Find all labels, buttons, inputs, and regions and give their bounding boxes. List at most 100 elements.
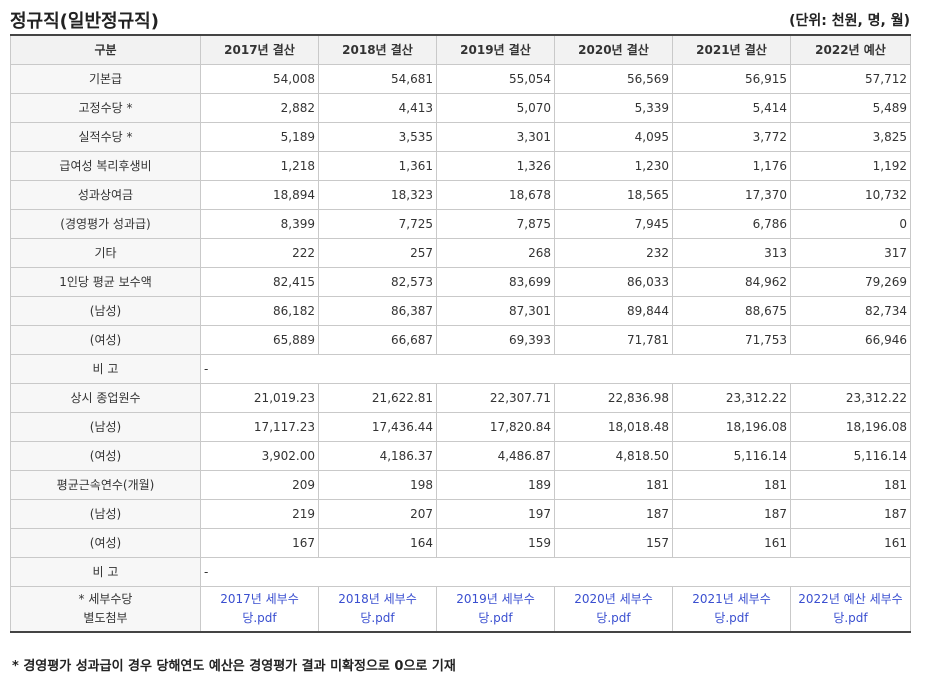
table-cell: 69,393 <box>436 324 555 355</box>
table-cell: 18,565 <box>554 179 673 210</box>
table-cell: 167 <box>200 527 319 558</box>
attachment-link[interactable]: 2022년 예산 세부수당.pdf <box>798 591 903 625</box>
table-cell: 87,301 <box>436 295 555 326</box>
attachment-cell: 2017년 세부수당.pdf <box>200 585 319 633</box>
table-cell: 7,725 <box>318 208 437 239</box>
table-cell: 17,436.44 <box>318 411 437 442</box>
table-cell: 65,889 <box>200 324 319 355</box>
attachment-cell: 2018년 세부수당.pdf <box>318 585 437 633</box>
attachments-label-line2: 별도첨부 <box>83 610 128 625</box>
attachment-cell: 2020년 세부수당.pdf <box>554 585 673 633</box>
salary-table: 구분 2017년 결산 2018년 결산 2019년 결산 2020년 결산 2… <box>10 34 911 633</box>
attachment-link[interactable]: 2018년 세부수당.pdf <box>338 591 417 625</box>
table-row: 기본급 54,008 54,681 55,054 56,569 56,915 57,712 <box>10 63 911 94</box>
column-header: 2020년 결산 <box>554 34 673 65</box>
row-label: (남성) <box>10 411 201 442</box>
attachments-label-line1: * 세부수당 <box>78 591 133 606</box>
table-cell: 198 <box>318 469 437 500</box>
table-cell: 181 <box>554 469 673 500</box>
row-label: 성과상여금 <box>10 179 201 210</box>
attachment-link[interactable]: 2020년 세부수당.pdf <box>574 591 653 625</box>
row-label: 평균근속연수(개월) <box>10 469 201 500</box>
row-label: 상시 종업원수 <box>10 382 201 413</box>
attachment-link[interactable]: 2017년 세부수당.pdf <box>220 591 299 625</box>
table-cell: 209 <box>200 469 319 500</box>
attachment-link[interactable]: 2021년 세부수당.pdf <box>692 591 771 625</box>
table-row: 실적수당 * 5,189 3,535 3,301 4,095 3,772 3,825 <box>10 121 911 152</box>
table-row: 고정수당 * 2,882 4,413 5,070 5,339 5,414 5,489 <box>10 92 911 123</box>
column-header: 구분 <box>10 34 201 65</box>
table-cell: 157 <box>554 527 673 558</box>
table-cell: 4,486.87 <box>436 440 555 471</box>
table-cell: 1,176 <box>672 150 791 181</box>
table-cell: 257 <box>318 237 437 268</box>
table-cell: 5,339 <box>554 92 673 123</box>
row-label: (여성) <box>10 440 201 471</box>
attachment-cell: 2022년 예산 세부수당.pdf <box>790 585 911 633</box>
row-label: 1인당 평균 보수액 <box>10 266 201 297</box>
row-label: 기본급 <box>10 63 201 94</box>
remark-row: 비 고- <box>10 556 911 587</box>
table-cell: 22,307.71 <box>436 382 555 413</box>
row-label: (경영평가 성과급) <box>10 208 201 239</box>
table-row: 기타 222 257 268 232 313 317 <box>10 237 911 268</box>
table-cell: 159 <box>436 527 555 558</box>
table-cell: 3,301 <box>436 121 555 152</box>
table-cell: 1,230 <box>554 150 673 181</box>
table-cell: 17,820.84 <box>436 411 555 442</box>
table-cell: 7,945 <box>554 208 673 239</box>
attachment-cell: 2019년 세부수당.pdf <box>436 585 555 633</box>
table-cell: 7,875 <box>436 208 555 239</box>
attachment-link[interactable]: 2019년 세부수당.pdf <box>456 591 535 625</box>
table-cell: 86,033 <box>554 266 673 297</box>
table-row: (여성) 3,902.00 4,186.37 4,486.87 4,818.50 5,11… <box>10 440 911 471</box>
remark-label: 비 고 <box>10 353 201 384</box>
table-cell: 187 <box>554 498 673 529</box>
table-cell: 181 <box>672 469 791 500</box>
table-cell: 55,054 <box>436 63 555 94</box>
table-cell: 181 <box>790 469 911 500</box>
table-cell: 18,018.48 <box>554 411 673 442</box>
table-cell: 4,818.50 <box>554 440 673 471</box>
table-cell: 207 <box>318 498 437 529</box>
table-cell: 10,732 <box>790 179 911 210</box>
table-cell: 5,116.14 <box>790 440 911 471</box>
row-label: (여성) <box>10 324 201 355</box>
table-cell: 23,312.22 <box>790 382 911 413</box>
table-cell: 84,962 <box>672 266 791 297</box>
table-cell: 82,734 <box>790 295 911 326</box>
table-cell: 18,196.08 <box>790 411 911 442</box>
table-cell: 3,772 <box>672 121 791 152</box>
table-row: 급여성 복리후생비 1,218 1,361 1,326 1,230 1,176 1,192 <box>10 150 911 181</box>
column-header: 2022년 예산 <box>790 34 911 65</box>
table-cell: 3,535 <box>318 121 437 152</box>
table-cell: 3,902.00 <box>200 440 319 471</box>
row-label: (여성) <box>10 527 201 558</box>
table-cell: 222 <box>200 237 319 268</box>
page-title: 정규직(일반정규직) <box>10 11 159 32</box>
table-cell: 187 <box>790 498 911 529</box>
table-row: 상시 종업원수 21,019.23 21,622.81 22,307.71 22,836… <box>10 382 911 413</box>
table-cell: 18,196.08 <box>672 411 791 442</box>
table-cell: 4,186.37 <box>318 440 437 471</box>
row-label: 급여성 복리후생비 <box>10 150 201 181</box>
column-header: 2021년 결산 <box>672 34 791 65</box>
table-cell: 18,678 <box>436 179 555 210</box>
table-cell: 161 <box>790 527 911 558</box>
table-row: (경영평가 성과급) 8,399 7,725 7,875 7,945 6,786 0 <box>10 208 911 239</box>
row-label: 기타 <box>10 237 201 268</box>
page-header: 정규직(일반정규직) (단위: 천원, 명, 월) <box>8 4 912 32</box>
table-cell: 18,323 <box>318 179 437 210</box>
row-label: (남성) <box>10 498 201 529</box>
table-cell: 57,712 <box>790 63 911 94</box>
table-cell: 268 <box>436 237 555 268</box>
table-cell: 1,192 <box>790 150 911 181</box>
table-cell: 54,681 <box>318 63 437 94</box>
table-header-row: 구분 2017년 결산 2018년 결산 2019년 결산 2020년 결산 2… <box>10 34 911 65</box>
table-cell: 89,844 <box>554 295 673 326</box>
table-row: (남성) 219 207 197 187 187 187 <box>10 498 911 529</box>
table-cell: 187 <box>672 498 791 529</box>
table-cell: 1,218 <box>200 150 319 181</box>
table-cell: 1,361 <box>318 150 437 181</box>
